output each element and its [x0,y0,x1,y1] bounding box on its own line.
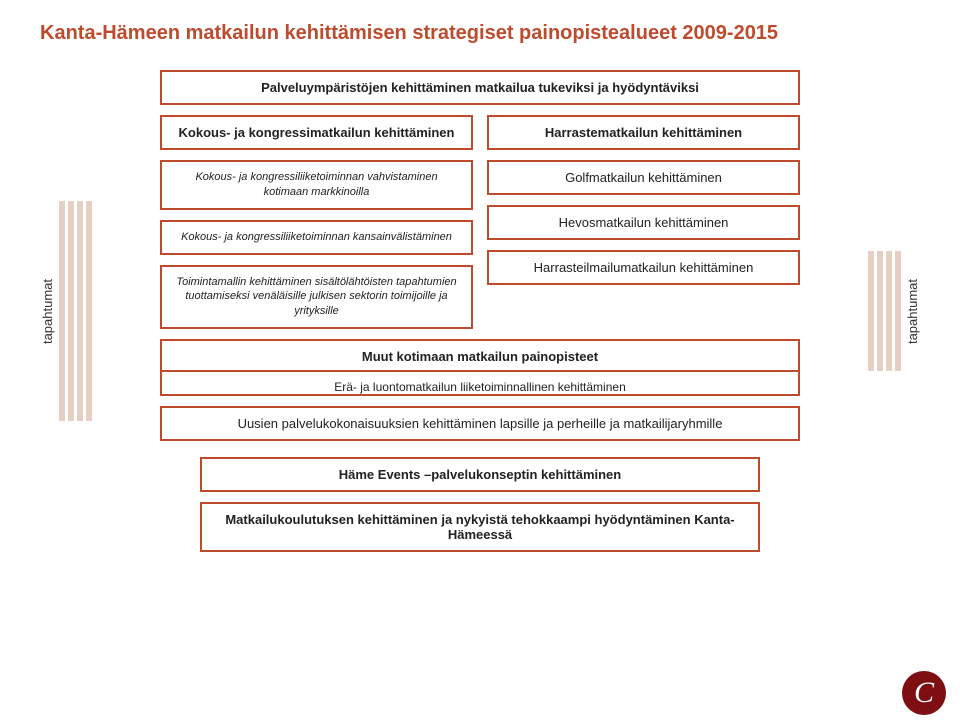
left-item: Kokous- ja kongressiliiketoiminnan vahvi… [160,160,473,210]
side-label-right: tapahtumat [905,279,920,344]
merged-box: Muut kotimaan matkailun painopisteet Erä… [160,339,800,396]
stripes-right [868,251,901,371]
left-items: Kokous- ja kongressiliiketoiminnan vahvi… [160,160,473,329]
right-item: Harrasteilmailumatkailun kehittäminen [487,250,800,285]
lower-box: Häme Events –palvelukonseptin kehittämin… [200,457,760,492]
lower-box: Uusien palvelukokonaisuuksien kehittämin… [160,406,800,441]
left-item: Toimintamallin kehittäminen sisältölähtö… [160,265,473,330]
merged-sub: Erä- ja luontomatkailun liiketoiminnalli… [162,370,798,402]
merged-head: Muut kotimaan matkailun painopisteet [174,349,786,364]
top-box: Palveluympäristöjen kehittäminen matkail… [160,70,800,105]
lower-box: Matkailukoulutuksen kehittäminen ja nyky… [200,502,760,552]
diagram: tapahtumat Palveluympäristöjen kehittämi… [40,70,920,552]
stripes-left [59,201,92,421]
left-head: Kokous- ja kongressimatkailun kehittämin… [160,115,473,150]
left-item: Kokous- ja kongressiliiketoiminnan kansa… [160,220,473,255]
right-items: Golfmatkailun kehittäminen Hevosmatkailu… [487,160,800,329]
right-item: Golfmatkailun kehittäminen [487,160,800,195]
logo: C [902,671,946,715]
heads-row: Kokous- ja kongressimatkailun kehittämin… [160,115,800,150]
page-title: Kanta-Hämeen matkailun kehittämisen stra… [40,20,920,46]
right-item: Hevosmatkailun kehittäminen [487,205,800,240]
main-column: Palveluympäristöjen kehittäminen matkail… [96,70,864,552]
items-row: Kokous- ja kongressiliiketoiminnan vahvi… [160,160,800,329]
right-head: Harrastematkailun kehittäminen [487,115,800,150]
side-label-left: tapahtumat [40,279,55,344]
